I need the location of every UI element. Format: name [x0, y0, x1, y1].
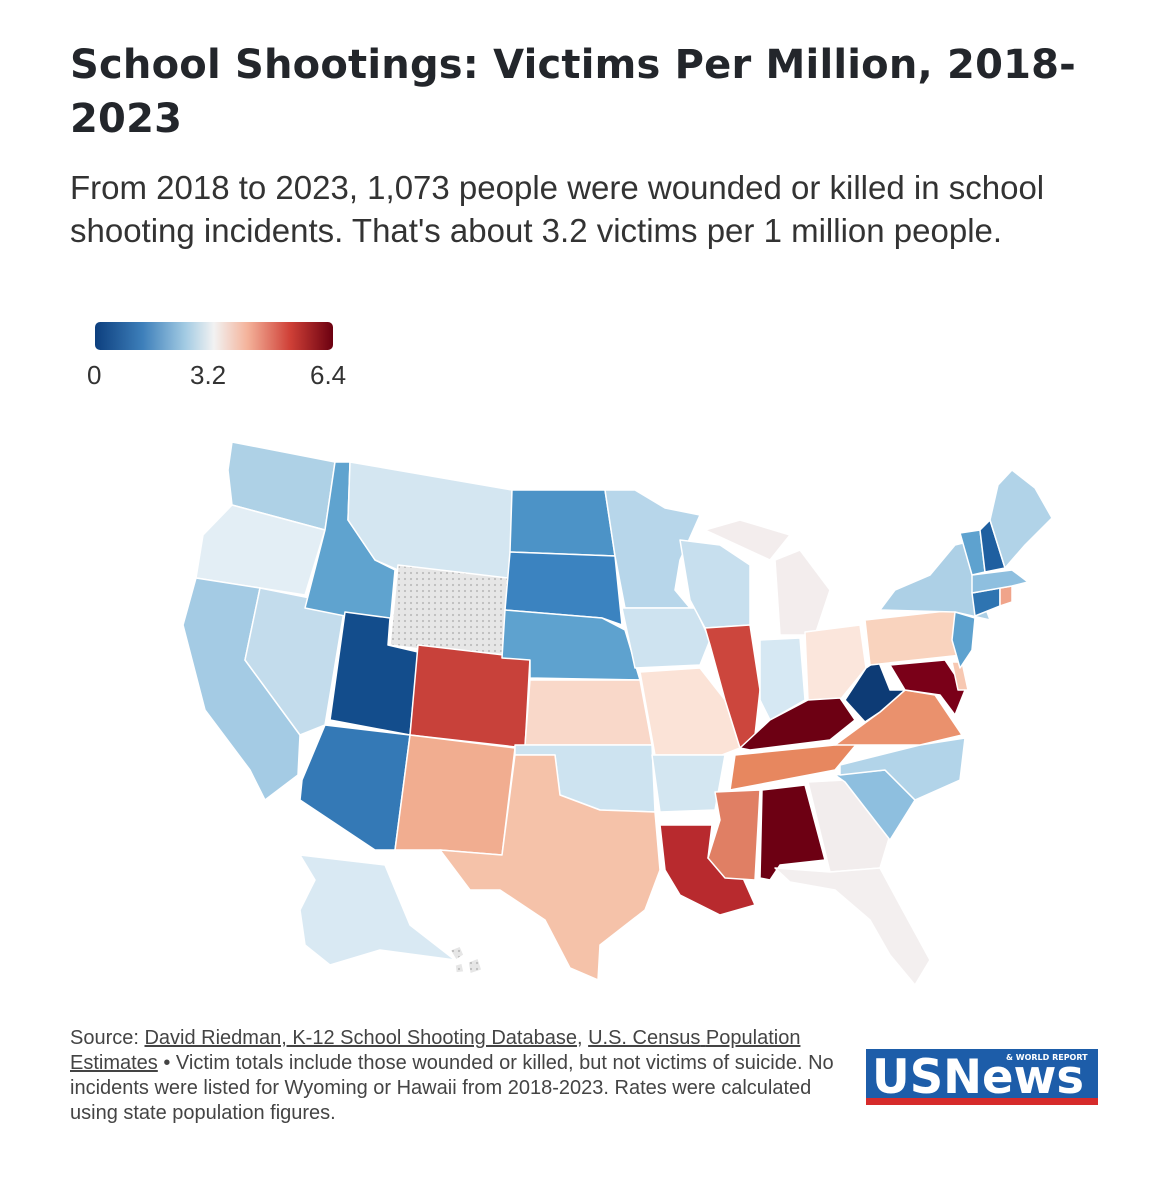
us-choropleth-map [170, 430, 1070, 1000]
state-SD [504, 551, 623, 626]
color-legend: 0 3.2 6.4 [70, 320, 370, 400]
chart-title: School Shootings: Victims Per Million, 2… [70, 42, 1076, 142]
legend-mid-label: 3.2 [190, 360, 227, 390]
state-AK [299, 854, 456, 966]
legend-min-label: 0 [87, 360, 102, 390]
state-WY [389, 564, 509, 661]
state-TN [729, 739, 861, 791]
source-link-census-part2: Population Estimates [70, 1027, 801, 1074]
state-CO [409, 644, 531, 749]
state-NE [501, 609, 641, 681]
state-OH [804, 624, 867, 701]
state-AZ [299, 724, 411, 851]
state-PA [864, 609, 963, 666]
state-KY [739, 697, 856, 751]
source-link-census[interactable]: U.S. Census Population Estimates [70, 1027, 800, 1074]
state-HI [449, 945, 483, 975]
state-ME [989, 469, 1053, 569]
state-GA [807, 779, 891, 873]
usnews-logo: USNews & WORLD REPORT [866, 1049, 1098, 1105]
logo-wordmark: USNews [872, 1050, 1084, 1105]
source-separator: , [576, 1027, 589, 1049]
state-NM [394, 734, 516, 856]
state-WV [844, 659, 906, 723]
source-link-riedman[interactable]: David Riedman, K-12 School Shooting Data… [144, 1027, 577, 1049]
state-FL [774, 867, 931, 986]
state-MN [604, 489, 701, 609]
state-NJ [951, 611, 976, 669]
legend-max-label: 6.4 [310, 360, 347, 390]
state-MA [971, 569, 1029, 594]
state-ND [509, 489, 616, 557]
state-MS [707, 789, 761, 881]
state-LA [659, 824, 756, 916]
source-note: Source: David Riedman, K-12 School Shoot… [70, 1026, 850, 1126]
state-KS [524, 679, 653, 746]
source-link-census-part1: U.S. Census [588, 1027, 701, 1049]
state-MD [889, 659, 966, 716]
state-AR [651, 754, 726, 813]
source-note-text: • Victim totals include those wounded or… [70, 1052, 834, 1124]
state-AL [759, 784, 826, 881]
source-prefix: Source: [70, 1027, 145, 1049]
state-IA [621, 607, 711, 669]
chart-subtitle: From 2018 to 2023, 1,073 people were wou… [70, 169, 1045, 249]
state-TX [439, 754, 661, 981]
logo-tagline: & WORLD REPORT [1006, 1053, 1088, 1062]
legend-gradient-bar [95, 322, 333, 350]
state-RI [999, 585, 1013, 607]
state-MI [704, 519, 831, 636]
